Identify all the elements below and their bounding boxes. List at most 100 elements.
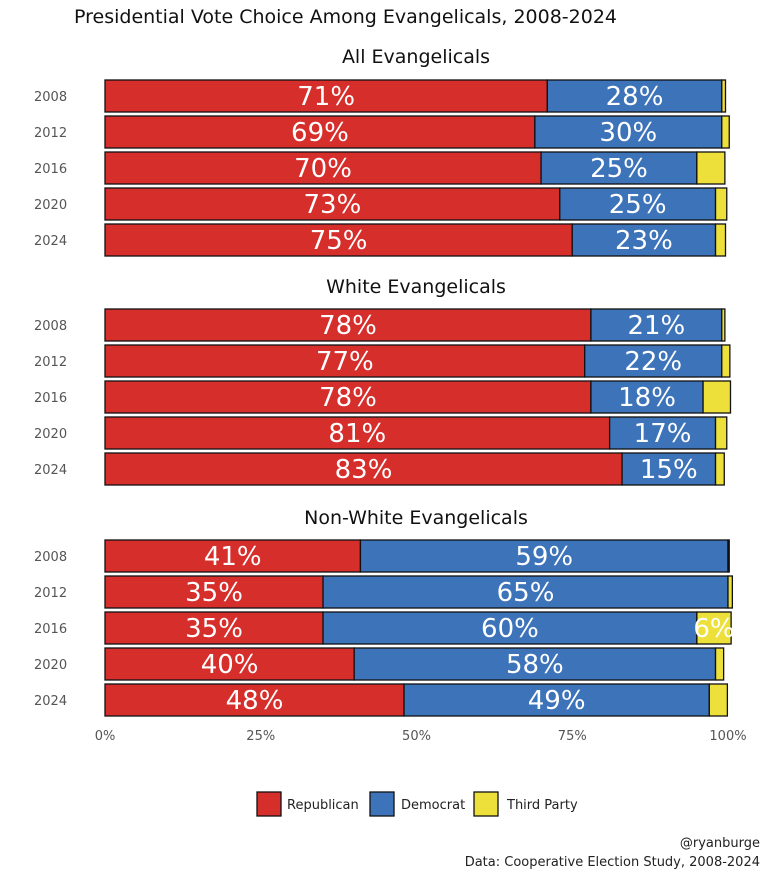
y-tick-label: 2016 (34, 162, 67, 177)
bar-segment-third-party (714, 647, 725, 681)
data-label: 48% (226, 686, 284, 716)
caption-handle: @ryanburge (680, 836, 760, 851)
bar-segment-third-party (696, 611, 732, 645)
bar-segment-republican (104, 344, 586, 378)
data-label: 17% (634, 419, 692, 449)
bar-segment-third-party (714, 452, 725, 486)
data-label: 6% (693, 614, 734, 644)
bar-segment-democrat (590, 308, 723, 342)
bar-segment-democrat (590, 380, 704, 414)
data-label: 83% (335, 455, 393, 485)
data-label: 35% (185, 614, 243, 644)
data-label: 28% (606, 82, 664, 112)
x-tick-label: 75% (558, 729, 587, 744)
bar-segment-third-party (714, 416, 728, 450)
data-label: 15% (640, 455, 698, 485)
data-label: 22% (624, 347, 682, 377)
x-tick-label: 0% (95, 729, 116, 744)
bar-segment-third-party (702, 380, 732, 414)
bar-segment-democrat (546, 79, 723, 113)
data-label: 30% (599, 118, 657, 148)
data-label: 78% (319, 311, 377, 341)
legend-label: Democrat (401, 798, 465, 813)
legend-label: Third Party (506, 798, 578, 813)
bar-segment-democrat (540, 151, 698, 185)
data-label: 35% (185, 578, 243, 608)
data-label: 69% (291, 118, 349, 148)
bar-segment-republican (104, 647, 355, 681)
y-tick-label: 2012 (34, 126, 67, 141)
data-label: 73% (303, 190, 361, 220)
data-label: 60% (481, 614, 539, 644)
bar-segment-republican (104, 223, 573, 257)
bar-segment-republican (104, 115, 536, 149)
bar-segment-third-party (708, 683, 729, 717)
y-tick-label: 2020 (34, 427, 67, 442)
bar-segment-republican (104, 79, 548, 113)
x-axis: 0% 25% 50% 75% 100% (95, 729, 747, 744)
bar-segment-republican (104, 416, 611, 450)
panel-title: White Evangelicals (326, 276, 506, 298)
legend-swatch (369, 791, 395, 817)
y-tick-label: 2024 (34, 694, 67, 709)
caption-source: Data: Cooperative Election Study, 2008-2… (465, 855, 760, 870)
data-label: 70% (294, 154, 352, 184)
bar-segment-republican (104, 539, 362, 573)
bar-segment-third-party (721, 308, 726, 342)
bar-segment-democrat (584, 344, 723, 378)
x-tick-label: 50% (402, 729, 431, 744)
y-tick-label: 2020 (34, 198, 67, 213)
bar-segment-democrat (571, 223, 717, 257)
y-tick-label: 2008 (34, 319, 67, 334)
bar-segment-third-party (727, 575, 734, 609)
legend-swatch (473, 791, 499, 817)
y-tick-label: 2012 (34, 355, 67, 370)
data-label: 58% (506, 650, 564, 680)
data-label: 65% (497, 578, 555, 608)
panel-title: All Evangelicals (342, 46, 490, 68)
y-tick-label: 2008 (34, 550, 67, 565)
data-label: 18% (618, 383, 676, 413)
data-label: 25% (609, 190, 667, 220)
x-tick-label: 25% (246, 729, 275, 744)
bar-segment-third-party (714, 187, 728, 221)
data-label: 81% (328, 419, 386, 449)
chart-title: Presidential Vote Choice Among Evangelic… (74, 6, 617, 28)
y-tick-label: 2024 (34, 234, 67, 249)
bar-segment-republican (104, 452, 623, 486)
legend: Republican Democrat Third Party (256, 791, 578, 817)
panel-white-evangelicals: White Evangelicals 2008 78% 21% 2012 77% 22% 2… (34, 276, 732, 486)
bar-segment-third-party (721, 79, 727, 113)
legend-swatch (256, 791, 282, 817)
data-label: 25% (590, 154, 648, 184)
data-label: 23% (615, 226, 673, 256)
y-tick-label: 2024 (34, 463, 67, 478)
bar-segment-republican (104, 187, 561, 221)
data-label: 71% (297, 82, 355, 112)
y-tick-label: 2020 (34, 658, 67, 673)
bar-segment-third-party (721, 344, 731, 378)
x-tick-label: 100% (709, 729, 746, 744)
bar-segment-third-party (721, 115, 730, 149)
bar-segment-democrat (359, 539, 729, 573)
bar-segment-democrat (353, 647, 717, 681)
bar-segment-republican (104, 575, 324, 609)
data-label: 77% (316, 347, 374, 377)
bar-segment-republican (104, 611, 324, 645)
y-tick-label: 2008 (34, 90, 67, 105)
data-label: 40% (201, 650, 259, 680)
bar-segment-third-party (727, 539, 730, 573)
panel-title: Non-White Evangelicals (304, 507, 528, 529)
panel-all-evangelicals: All Evangelicals 2008 71% 28% 2012 69% 30% 201… (34, 46, 730, 257)
bar-segment-democrat (621, 452, 717, 486)
data-label: 49% (528, 686, 586, 716)
legend-label: Republican (287, 798, 359, 813)
bar-segment-third-party (696, 151, 726, 185)
panel-non-white-evangelicals: Non-White Evangelicals 2008 41% 59% 2012 35%… (34, 507, 735, 717)
bar-segment-third-party (714, 223, 727, 257)
data-label: 21% (627, 311, 685, 341)
bar-segment-democrat (608, 416, 717, 450)
data-label: 59% (515, 542, 573, 572)
y-tick-label: 2016 (34, 391, 67, 406)
data-label: 75% (310, 226, 368, 256)
